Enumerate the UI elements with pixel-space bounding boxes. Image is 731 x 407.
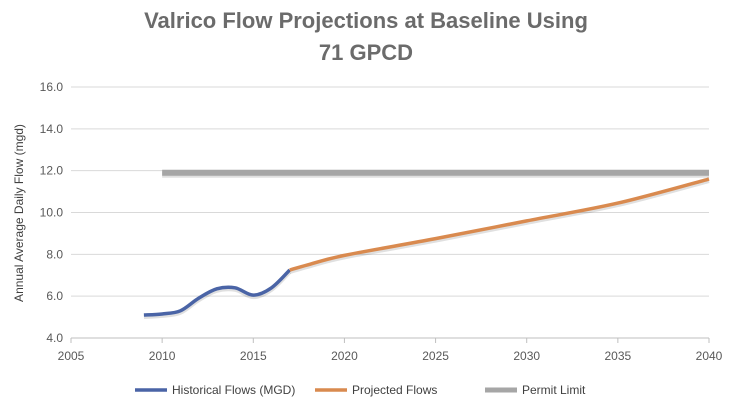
legend: Historical Flows (MGD) Projected Flows Per… xyxy=(135,383,586,397)
x-tick-label: 2035 xyxy=(605,349,632,363)
x-tick-label: 2015 xyxy=(240,349,267,363)
tick-labels: 4.0 6.0 8.0 10.0 12.0 14.0 16.0 2005 2010 2015 202… xyxy=(40,80,723,363)
y-tick-label: 12.0 xyxy=(40,164,64,178)
series xyxy=(143,169,710,319)
series-historical-flows-line xyxy=(143,268,291,317)
y-tick-label: 16.0 xyxy=(40,80,64,94)
y-tick-label: 6.0 xyxy=(46,289,63,303)
x-tick-label: 2025 xyxy=(422,349,449,363)
legend-label-permit-limit: Permit Limit xyxy=(522,383,586,397)
x-tick-label: 2005 xyxy=(58,349,85,363)
y-axis-title: Annual Average Daily Flow (mgd) xyxy=(12,124,26,302)
legend-label-projected-flows: Projected Flows xyxy=(352,383,437,397)
gridlines xyxy=(71,86,709,297)
legend-label-historical-flows: Historical Flows (MGD) xyxy=(172,383,295,397)
axes xyxy=(70,337,710,343)
chart-title-line-2: 71 GPCD xyxy=(319,40,413,65)
y-tick-label: 8.0 xyxy=(46,247,63,261)
x-tick-label: 2040 xyxy=(696,349,723,363)
y-tick-label: 14.0 xyxy=(40,122,64,136)
x-tick-label: 2030 xyxy=(513,349,540,363)
series-historical-flows-shadow xyxy=(143,270,292,319)
chart-title-line-1: Valrico Flow Projections at Baseline Usi… xyxy=(144,8,588,33)
x-tick-label: 2020 xyxy=(331,349,358,363)
series-projected-flows-shadow xyxy=(289,179,710,274)
x-tick-label: 2010 xyxy=(149,349,176,363)
series-projected-flows-line xyxy=(289,177,710,272)
y-tick-label: 4.0 xyxy=(46,331,63,345)
y-tick-label: 10.0 xyxy=(40,206,64,220)
